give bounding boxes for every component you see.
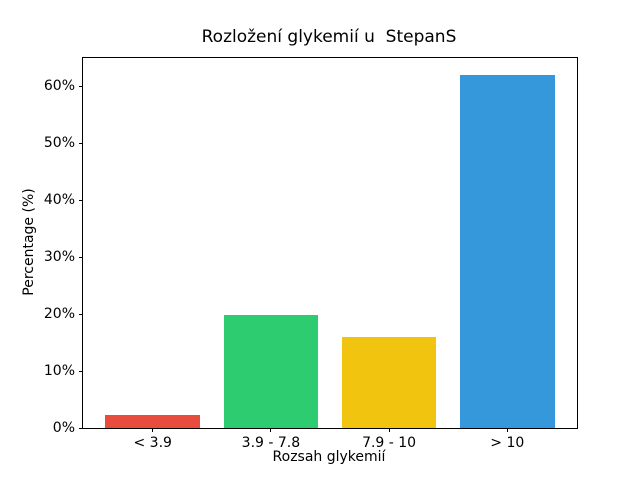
x-tick-mark [506, 428, 508, 432]
bar-3 [460, 75, 555, 428]
bar-2 [341, 336, 437, 428]
y-tick-mark [79, 313, 83, 315]
bar-0 [105, 415, 200, 428]
y-tick-label: 30% [43, 249, 75, 266]
y-tick-mark [79, 85, 83, 87]
x-tick-label: > 10 [490, 435, 525, 451]
y-tick-mark [79, 142, 83, 144]
x-tick-label: 3.9 - 7.8 [241, 435, 301, 451]
y-tick-label: 10% [43, 363, 75, 380]
x-axis-label: Rozsah glykemií [272, 449, 386, 465]
y-tick-mark [79, 199, 83, 201]
y-tick-mark [79, 256, 83, 258]
y-tick-mark [79, 427, 83, 429]
x-tick-mark [270, 428, 272, 432]
x-tick-mark [152, 428, 154, 432]
bar-1 [223, 315, 319, 428]
x-tick-label: < 3.9 [133, 435, 172, 451]
y-tick-label: 20% [43, 306, 75, 323]
x-tick-label: 7.9 - 10 [362, 435, 417, 451]
y-tick-mark [79, 370, 83, 372]
x-tick-mark [388, 428, 390, 432]
y-tick-label: 0% [52, 420, 75, 436]
plot-area: 0% 10% 20% 30% 40% 50% 60% < 3.9 3.9 - 7.8 7.9 - … [44, 57, 578, 451]
y-tick-label: 40% [43, 192, 75, 209]
chart-title: Rozložení glykemií u StepanS [201, 27, 457, 47]
y-tick-label: 50% [43, 135, 75, 152]
y-tick-label: 60% [43, 78, 75, 95]
y-axis-label: Percentage (%) [21, 188, 37, 296]
